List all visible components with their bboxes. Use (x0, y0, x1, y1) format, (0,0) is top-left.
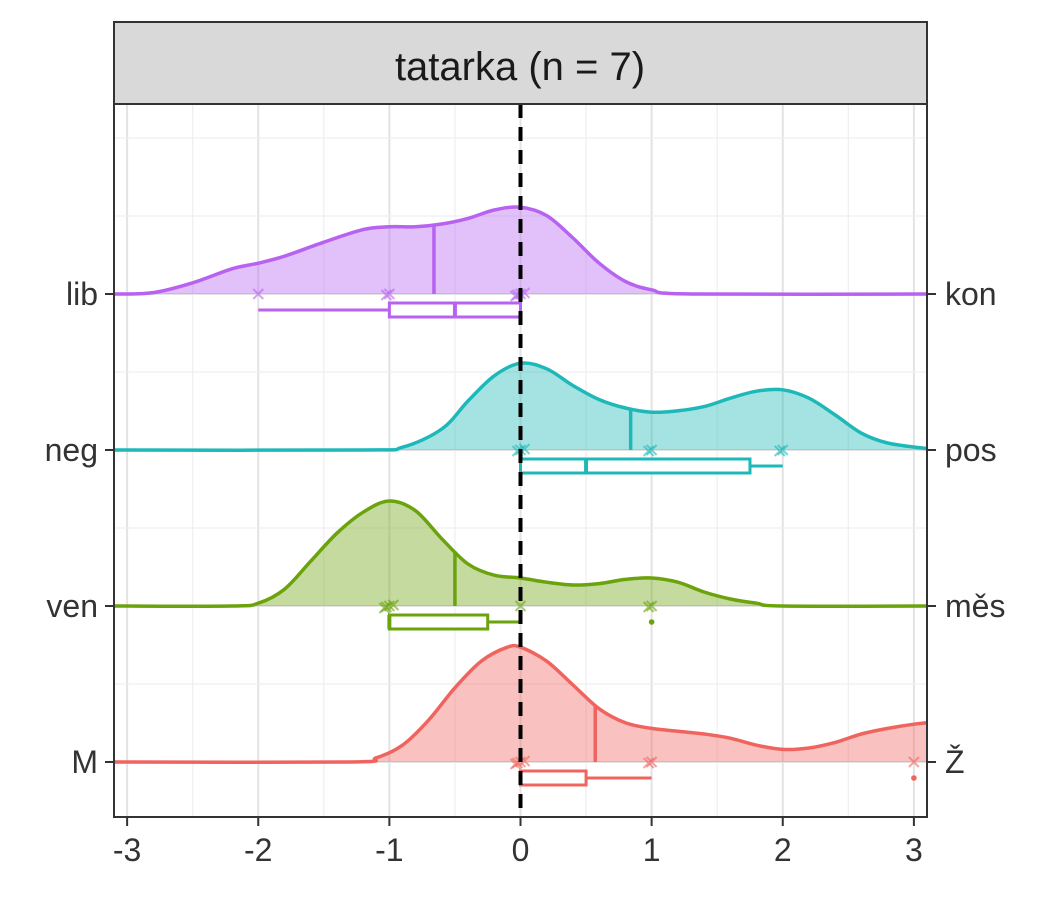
density-curve (113, 361, 928, 452)
data-point (645, 600, 658, 612)
data-point (378, 602, 391, 614)
x-tick-label: 3 (905, 832, 923, 868)
strip-background (113, 21, 928, 105)
density-curve (113, 205, 928, 297)
series-ven (113, 499, 928, 631)
data-point (387, 599, 400, 611)
data-point (380, 289, 393, 301)
x-tick-label: -1 (375, 832, 403, 868)
density-curve (113, 499, 928, 608)
y-label-right: Ž (945, 744, 965, 780)
data-point (642, 601, 655, 613)
data-point (642, 757, 655, 769)
box-iqr (519, 769, 588, 787)
x-tick-label: -3 (113, 832, 141, 868)
axis-layer: -3 -2 -1 0 1 2 3 lib kon neg pos ven měs M Ž (45, 276, 1006, 868)
y-label-right: pos (945, 432, 997, 468)
x-tick-label: 2 (774, 832, 792, 868)
box-outlier (911, 775, 917, 781)
y-label-right: měs (945, 588, 1005, 624)
x-tick-label: 1 (643, 832, 661, 868)
x-tick-label: 0 (512, 832, 530, 868)
box-outlier (648, 619, 655, 625)
box-iqr (519, 457, 752, 475)
box-iqr (387, 613, 490, 631)
data-point (777, 444, 789, 456)
y-label-right: kon (945, 276, 997, 312)
data-point (252, 288, 264, 300)
data-point (908, 756, 920, 768)
data-point (774, 445, 786, 457)
data-point (642, 445, 655, 457)
chart-title: tatarka (n = 7) (395, 45, 645, 89)
density-curve (113, 643, 928, 765)
density-area (114, 500, 927, 607)
data-point (383, 288, 396, 300)
y-label-left: M (71, 744, 98, 780)
y-label-left: neg (45, 432, 98, 468)
y-label-left: lib (66, 276, 98, 312)
y-label-left: ven (46, 588, 98, 624)
x-tick-label: -2 (244, 832, 272, 868)
data-point (645, 444, 658, 456)
data-point (645, 756, 658, 768)
data-point (514, 600, 527, 612)
